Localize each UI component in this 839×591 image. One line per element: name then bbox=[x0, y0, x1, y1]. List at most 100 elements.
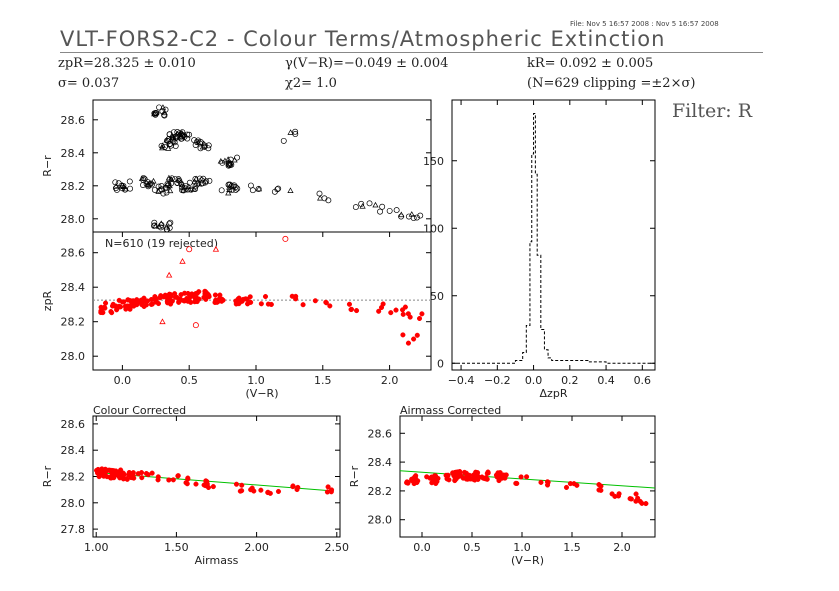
colour-point bbox=[166, 477, 172, 483]
clipping-stat: (N=629 clipping =±2×σ) bbox=[527, 76, 696, 91]
mid-point bbox=[153, 299, 159, 305]
top-point bbox=[377, 208, 383, 215]
extinction-stat: kR= 0.092 ± 0.005 bbox=[527, 56, 654, 71]
airmass-point bbox=[473, 474, 479, 480]
colour-point bbox=[131, 475, 137, 481]
top-ylabel: R−r bbox=[41, 155, 54, 177]
airmass-xtick-label: 1.5 bbox=[563, 541, 581, 554]
top-point bbox=[393, 207, 400, 214]
top-point bbox=[112, 183, 120, 189]
hist-ytick-label: 150 bbox=[423, 155, 444, 168]
hist-xtick-label: 0.4 bbox=[597, 374, 615, 387]
airmass-point bbox=[615, 493, 622, 499]
top-point bbox=[165, 138, 172, 145]
top-point bbox=[413, 214, 420, 221]
colour-xtick-label: 1.50 bbox=[164, 541, 189, 554]
top-point bbox=[185, 183, 192, 189]
mid-ylabel: zpR bbox=[41, 290, 54, 311]
top-ytick-label: 28.4 bbox=[61, 147, 86, 160]
colour-term-stat: γ(V−R)=−0.049 ± 0.004 bbox=[285, 56, 449, 71]
top-point bbox=[417, 212, 424, 219]
mid-point bbox=[411, 336, 417, 342]
colour-point bbox=[184, 481, 190, 487]
colour-ytick-label: 27.8 bbox=[61, 523, 86, 536]
top-point bbox=[166, 224, 173, 231]
top-point bbox=[178, 184, 185, 191]
mid-xtick-label: 0.0 bbox=[114, 374, 132, 387]
top-panel: 28.0 28.2 28.4 28.6 R−r bbox=[41, 99, 432, 233]
hist-xtick-label: −0.2 bbox=[484, 374, 511, 387]
mid-ytick-label: 28.2 bbox=[61, 316, 86, 329]
top-ytick-label: 28.0 bbox=[61, 213, 86, 226]
airmass-point bbox=[455, 469, 461, 475]
top-point bbox=[194, 181, 201, 188]
top-point bbox=[188, 186, 195, 193]
hist-xtick-label: 0.2 bbox=[561, 374, 579, 387]
top-point bbox=[217, 157, 224, 164]
mid-point bbox=[141, 295, 147, 301]
mid-point bbox=[414, 332, 420, 338]
mid-point bbox=[139, 302, 145, 308]
top-point bbox=[193, 175, 200, 182]
mid-point bbox=[388, 310, 394, 316]
top-points bbox=[112, 104, 424, 232]
airmass-point bbox=[434, 478, 440, 485]
mid-frame bbox=[92, 231, 432, 371]
top-point bbox=[150, 177, 157, 184]
airmass-point bbox=[473, 469, 479, 475]
mid-point bbox=[108, 309, 114, 315]
top-point bbox=[379, 203, 386, 210]
colour-point bbox=[185, 475, 191, 481]
airmass-xtick-label: 2.0 bbox=[613, 541, 631, 554]
airmass-point bbox=[458, 473, 464, 479]
mid-point bbox=[148, 301, 154, 307]
colour-point bbox=[204, 479, 210, 485]
colour-point bbox=[130, 470, 136, 476]
residual-histogram-line bbox=[452, 113, 655, 364]
airmass-point bbox=[494, 474, 500, 480]
top-point bbox=[113, 187, 120, 193]
hist-xtick-label: −0.4 bbox=[448, 374, 475, 387]
colour-point bbox=[239, 488, 245, 494]
colour-point bbox=[290, 483, 296, 489]
top-point bbox=[158, 220, 165, 226]
hist-xtick-label: 0.6 bbox=[634, 374, 652, 387]
airmass-point bbox=[598, 483, 604, 489]
colour-ytick-label: 28.2 bbox=[61, 471, 86, 484]
top-point bbox=[145, 183, 152, 190]
rejected-point bbox=[179, 258, 186, 264]
top-point bbox=[160, 190, 167, 197]
top-point bbox=[316, 190, 323, 197]
top-point bbox=[181, 184, 188, 191]
airmass-ytick-label: 28.0 bbox=[368, 514, 393, 527]
airmass-xtick-label: 0.0 bbox=[413, 541, 431, 554]
top-point bbox=[177, 180, 184, 187]
top-point bbox=[366, 200, 373, 207]
airmass-point bbox=[628, 496, 634, 502]
top-point bbox=[126, 178, 133, 185]
top-point bbox=[127, 185, 134, 192]
hist-frame bbox=[451, 99, 656, 371]
colour-title: Colour Corrected bbox=[93, 404, 186, 417]
airmass-xlabel: (V−R) bbox=[511, 554, 544, 567]
rejected-point bbox=[192, 322, 199, 329]
airmass-ylabel: R−r bbox=[348, 465, 361, 487]
top-point bbox=[358, 200, 365, 207]
colour-point bbox=[139, 475, 145, 481]
colour-point bbox=[170, 477, 176, 483]
mid-point bbox=[300, 302, 306, 308]
rejected-point bbox=[165, 271, 173, 278]
hist-xtick-label: 0.0 bbox=[525, 374, 543, 387]
colour-point bbox=[95, 469, 101, 476]
top-point bbox=[228, 187, 235, 194]
top-point bbox=[191, 137, 198, 144]
airmass-point bbox=[524, 474, 530, 480]
top-point bbox=[186, 131, 193, 138]
mid-point bbox=[416, 315, 423, 322]
mid-point bbox=[353, 308, 360, 314]
top-point bbox=[255, 185, 263, 192]
file-timestamp: File: Nov 5 16:57 2008 : Nov 5 16:57 200… bbox=[570, 20, 719, 28]
top-point bbox=[292, 128, 299, 135]
hist-ytick-label: 100 bbox=[423, 222, 444, 235]
top-point bbox=[138, 175, 146, 181]
